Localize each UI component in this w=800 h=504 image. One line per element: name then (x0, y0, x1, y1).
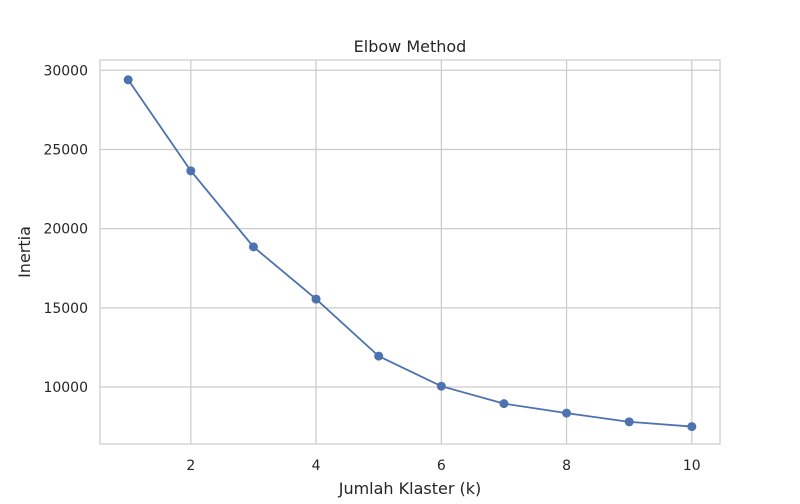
series-layer (123, 75, 697, 432)
x-tick-label: 10 (683, 458, 701, 474)
y-axis-label: Inertia (15, 226, 34, 278)
data-point (499, 399, 509, 409)
data-point (311, 294, 321, 304)
y-tick-label: 30000 (43, 63, 88, 79)
plot-frame (99, 59, 721, 445)
y-tick-label: 25000 (43, 142, 88, 158)
y-tick-label: 15000 (43, 301, 88, 317)
data-point (374, 351, 384, 361)
y-tick-label: 10000 (43, 380, 88, 396)
x-tick-label: 6 (437, 458, 446, 474)
x-tick-label: 8 (562, 458, 571, 474)
grid-lines (100, 60, 720, 444)
y-tick-label: 20000 (43, 222, 88, 238)
data-point (562, 408, 572, 418)
data-point (687, 422, 697, 432)
x-axis-label: Jumlah Klaster (k) (338, 479, 482, 498)
series-line (127, 79, 692, 428)
x-tick-label: 4 (312, 458, 321, 474)
data-point (186, 166, 196, 176)
data-point (248, 242, 258, 252)
x-tick-label: 2 (186, 458, 195, 474)
chart-title: Elbow Method (354, 37, 467, 56)
data-point (436, 381, 446, 391)
data-point (624, 417, 634, 427)
data-point (123, 75, 133, 85)
tick-labels: 2 4 6 8 10 10000 15000 20000 25000 30000 (43, 63, 700, 474)
